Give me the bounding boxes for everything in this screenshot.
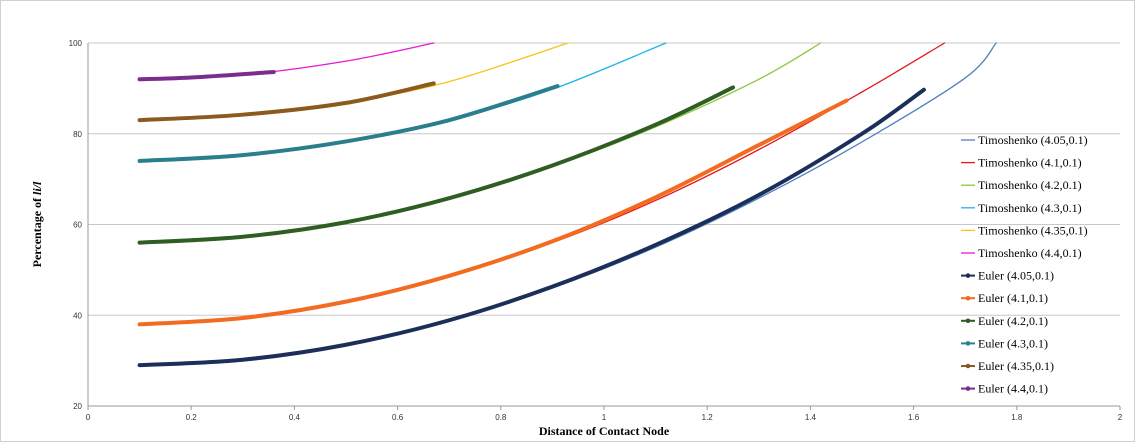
x-tick-label: 1.4	[805, 413, 817, 422]
legend-marker	[965, 295, 971, 301]
series-line-6	[137, 87, 926, 368]
legend-item: Timoshenko (4.3,0.1)	[961, 201, 1082, 215]
legend-label: Euler (4.4,0.1)	[978, 382, 1048, 396]
series-line-3	[138, 42, 667, 162]
legend-label: Timoshenko (4.35,0.1)	[978, 223, 1088, 237]
y-axis-title: Percentage of li/l	[30, 181, 44, 267]
y-tick-label: 20	[73, 402, 82, 411]
legend-item: Euler (4.2,0.1)	[961, 314, 1048, 328]
x-tick-label: 1.2	[702, 413, 714, 422]
legend-marker	[965, 318, 971, 324]
series-line-4	[138, 42, 569, 121]
legend-item: Timoshenko (4.1,0.1)	[961, 156, 1082, 170]
legend-label: Timoshenko (4.1,0.1)	[978, 156, 1082, 170]
x-tick-label: 2	[1118, 413, 1123, 422]
legend-marker	[965, 363, 971, 369]
legend-item: Timoshenko (4.4,0.1)	[961, 246, 1082, 260]
legend-label: Timoshenko (4.2,0.1)	[978, 178, 1082, 192]
x-tick-label: 0.8	[495, 413, 507, 422]
x-tick-label: 1.8	[1011, 413, 1023, 422]
series-line-8	[137, 85, 735, 245]
legend-label: Euler (4.3,0.1)	[978, 336, 1048, 350]
legend-item: Euler (4.3,0.1)	[961, 336, 1048, 350]
x-tick-label: 1.6	[908, 413, 920, 422]
legend-marker	[965, 386, 971, 391]
legend-item: Euler (4.4,0.1)	[961, 382, 1048, 396]
legend-item: Euler (4.05,0.1)	[961, 269, 1054, 283]
legend-item: Timoshenko (4.35,0.1)	[961, 223, 1088, 237]
legend-label: Euler (4.05,0.1)	[978, 269, 1054, 283]
x-tick-label: 0	[86, 413, 91, 422]
legend-label: Timoshenko (4.4,0.1)	[978, 246, 1082, 260]
y-tick-label: 100	[69, 39, 83, 48]
x-axis-title: Distance of Contact Node	[539, 424, 670, 438]
series-line-11	[137, 70, 276, 82]
x-tick-label: 1	[602, 413, 607, 422]
series-line-9	[137, 84, 560, 163]
gridlines	[88, 42, 1120, 407]
series-line-1	[138, 42, 946, 325]
x-tick-label: 0.2	[186, 413, 198, 422]
x-tick-label: 0.6	[392, 413, 404, 422]
legend-item: Euler (4.1,0.1)	[961, 291, 1048, 305]
legend: Timoshenko (4.05,0.1) Timoshenko (4.1,0.1…	[961, 133, 1088, 396]
legend-label: Timoshenko (4.05,0.1)	[978, 133, 1088, 147]
y-tick-label: 60	[73, 221, 82, 230]
legend-label: Timoshenko (4.3,0.1)	[978, 201, 1082, 215]
series-line-7	[137, 98, 849, 327]
legend-marker	[965, 273, 971, 278]
y-tick-label: 40	[73, 311, 82, 320]
legend-marker	[965, 341, 971, 346]
legend-item: Euler (4.35,0.1)	[961, 359, 1054, 373]
legend-item: Timoshenko (4.2,0.1)	[961, 178, 1082, 192]
series-lines	[137, 42, 997, 368]
legend-label: Euler (4.2,0.1)	[978, 314, 1048, 328]
y-axis-title-prefix: Percentage of	[30, 195, 44, 267]
y-axis-title-italic: li/l	[30, 181, 44, 195]
y-tick-label: 80	[73, 130, 82, 139]
series-line-5	[138, 42, 435, 80]
legend-label: Euler (4.35,0.1)	[978, 359, 1054, 373]
series-line-10	[137, 81, 436, 123]
x-tick-label: 0.4	[289, 413, 301, 422]
legend-label: Euler (4.1,0.1)	[978, 291, 1048, 305]
axes: 20 40 60 80 100 0 0.2 0.4 0.6 0.8 1 1.2 1.4 1.6 1.8 2	[69, 39, 1123, 422]
legend-item: Timoshenko (4.05,0.1)	[961, 133, 1088, 147]
